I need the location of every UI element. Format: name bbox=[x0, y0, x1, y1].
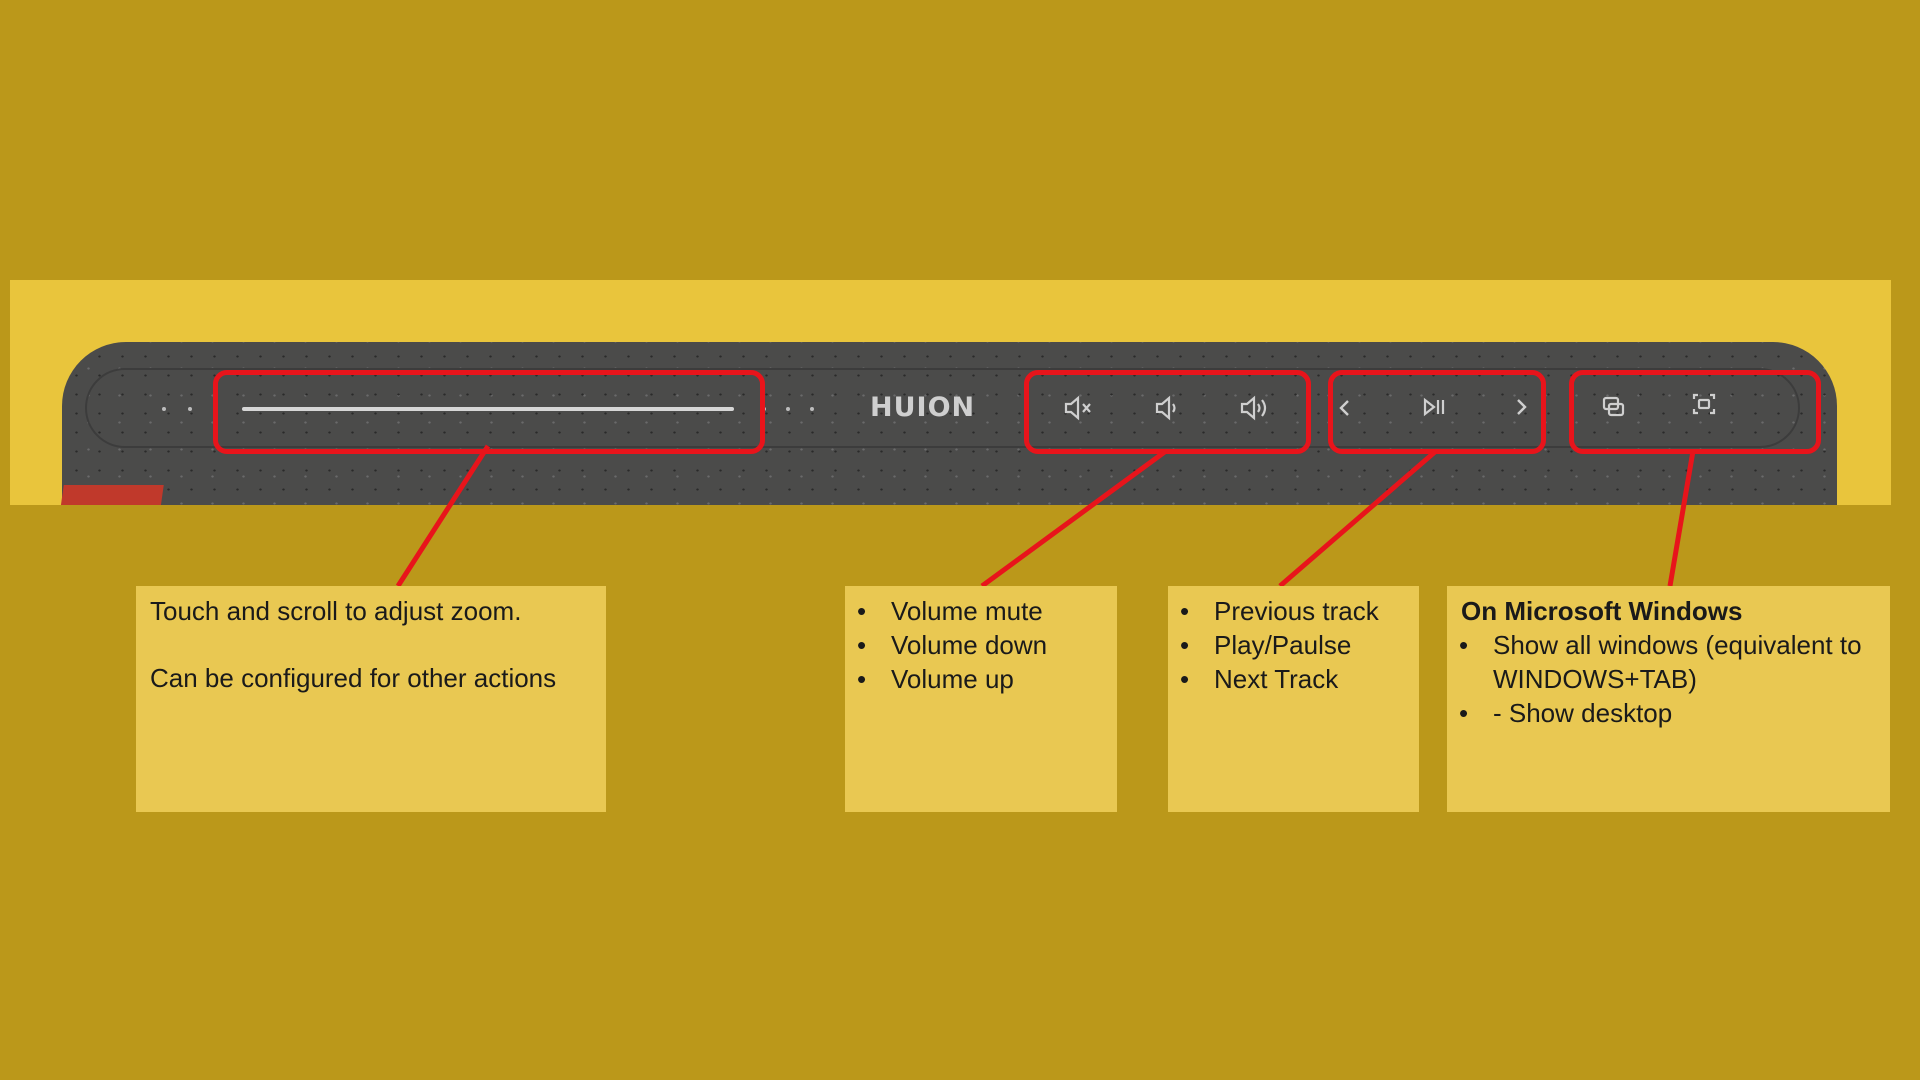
volume-down-icon[interactable] bbox=[1150, 391, 1184, 425]
touch-strip-highlight bbox=[213, 370, 765, 454]
list-item: Previous track bbox=[1168, 594, 1419, 628]
list-item: - Show desktop bbox=[1447, 696, 1880, 730]
media-note: Previous track Play/Paulse Next Track bbox=[1168, 586, 1419, 812]
previous-icon[interactable] bbox=[1328, 391, 1362, 425]
list-item: Show all windows (equivalent to WINDOWS+… bbox=[1447, 628, 1880, 696]
zoom-note: Touch and scroll to adjust zoom. Can be … bbox=[136, 586, 606, 812]
volume-mute-icon[interactable] bbox=[1060, 391, 1094, 425]
list-item: Volume mute bbox=[845, 594, 1117, 628]
strip-dot bbox=[810, 407, 814, 411]
next-icon[interactable] bbox=[1504, 390, 1538, 424]
windows-note: On Microsoft Windows Show all windows (e… bbox=[1447, 586, 1890, 812]
list-item: Volume up bbox=[845, 662, 1117, 696]
play-pause-icon[interactable] bbox=[1417, 390, 1451, 424]
zoom-note-line2: Can be configured for other actions bbox=[150, 663, 557, 693]
volume-keys-highlight bbox=[1024, 370, 1311, 454]
touch-slider[interactable] bbox=[242, 407, 734, 411]
list-item: Play/Paulse bbox=[1168, 628, 1419, 662]
show-desktop-icon[interactable] bbox=[1687, 387, 1721, 421]
volume-up-icon[interactable] bbox=[1238, 391, 1272, 425]
strip-dot bbox=[786, 407, 790, 411]
huion-logo: HUION bbox=[870, 392, 976, 423]
strip-dot bbox=[162, 407, 166, 411]
list-item: Volume down bbox=[845, 628, 1117, 662]
media-keys-highlight bbox=[1328, 370, 1546, 454]
volume-note: Volume mute Volume down Volume up bbox=[845, 586, 1117, 812]
touch-bar-rail bbox=[85, 368, 1800, 448]
zoom-note-line1: Touch and scroll to adjust zoom. bbox=[150, 596, 522, 626]
show-all-windows-icon[interactable] bbox=[1597, 390, 1631, 424]
strip-dot bbox=[188, 407, 192, 411]
windows-note-title: On Microsoft Windows bbox=[1461, 596, 1743, 626]
list-item: Next Track bbox=[1168, 662, 1419, 696]
